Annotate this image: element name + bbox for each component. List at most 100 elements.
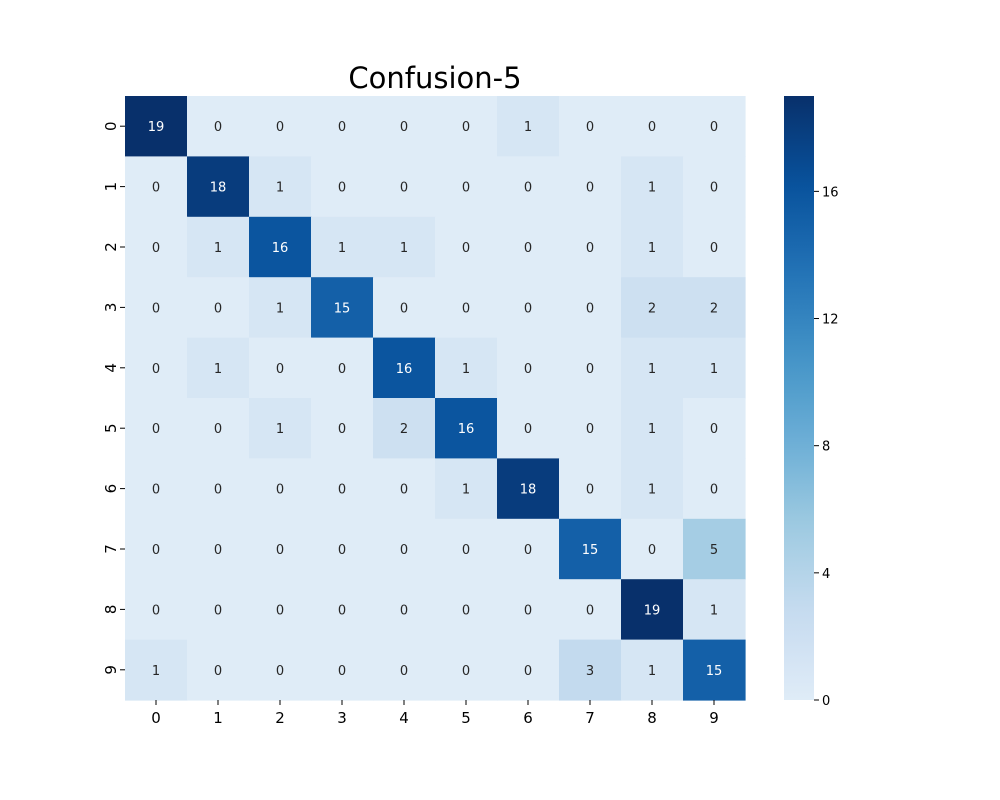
heatmap-cell-2-3 <box>311 216 374 278</box>
cell-value-3-0: 0 <box>152 301 160 316</box>
y-tick-label-2: 2 <box>102 242 120 252</box>
cell-value-1-5: 0 <box>462 181 470 196</box>
cell-value-1-1: 18 <box>210 181 227 196</box>
heatmap-cell-0-1 <box>187 96 250 157</box>
cell-value-7-8: 0 <box>648 543 656 558</box>
cell-value-5-2: 1 <box>276 422 284 437</box>
cell-value-6-5: 1 <box>462 483 470 498</box>
heatmap-cell-4-8 <box>621 337 684 399</box>
cell-value-9-2: 0 <box>276 664 284 679</box>
heatmap-cell-1-0 <box>125 156 188 218</box>
cell-value-0-7: 0 <box>586 120 594 135</box>
cell-value-3-8: 2 <box>648 301 656 316</box>
cell-value-5-0: 0 <box>152 422 160 437</box>
heatmap-cell-2-4 <box>373 216 436 278</box>
cell-value-6-2: 0 <box>276 483 284 498</box>
heatmap-cell-8-0 <box>125 579 188 641</box>
cell-value-9-9: 15 <box>706 664 723 679</box>
x-tick-label-4: 4 <box>399 709 409 727</box>
cell-value-0-2: 0 <box>276 120 284 135</box>
cell-value-6-9: 0 <box>710 483 718 498</box>
cell-value-2-7: 0 <box>586 241 594 256</box>
colorbar-tick-label-12: 12 <box>822 313 839 328</box>
heatmap-cell-5-0 <box>125 398 188 459</box>
heatmap-cell-6-5 <box>435 458 498 520</box>
heatmap-cell-4-0 <box>125 337 188 399</box>
colorbar: 0 4 8 12 16 <box>784 96 839 709</box>
cell-value-9-8: 1 <box>648 664 656 679</box>
heatmap-cell-3-8 <box>621 277 684 339</box>
cell-value-9-4: 0 <box>400 664 408 679</box>
heatmap-cell-1-4 <box>373 156 436 218</box>
y-axis: 0 1 2 3 4 5 6 7 8 9 <box>102 121 125 675</box>
cell-value-3-4: 0 <box>400 301 408 316</box>
cell-value-3-1: 0 <box>214 301 222 316</box>
x-tick-label-9: 9 <box>709 709 719 727</box>
heatmap-cell-3-0 <box>125 277 188 339</box>
heatmap-cell-8-1 <box>187 579 250 641</box>
heatmap-cell-7-3 <box>311 518 374 580</box>
cell-value-6-1: 0 <box>214 483 222 498</box>
heatmap-cell-8-8 <box>621 579 684 641</box>
cell-value-8-0: 0 <box>152 603 160 618</box>
cell-value-4-6: 0 <box>524 362 532 377</box>
cell-value-4-7: 0 <box>586 362 594 377</box>
heatmap-cell-5-1 <box>187 398 250 459</box>
x-tick-label-5: 5 <box>461 709 471 727</box>
heatmap-cell-7-4 <box>373 518 436 580</box>
heatmap-cell-9-8 <box>621 639 684 701</box>
cell-value-2-6: 0 <box>524 241 532 256</box>
heatmap-cell-8-5 <box>435 579 498 641</box>
cell-value-2-0: 0 <box>152 241 160 256</box>
heatmap-cell-9-0 <box>125 639 188 701</box>
colorbar-tick-label-0: 0 <box>822 694 830 709</box>
heatmap-cell-5-6 <box>497 398 560 459</box>
heatmap-cell-6-2 <box>249 458 312 520</box>
heatmap-cell-6-6 <box>497 458 560 520</box>
heatmap-cell-4-1 <box>187 337 250 399</box>
heatmap-cell-4-9 <box>683 337 746 399</box>
heatmap-cell-7-1 <box>187 518 250 580</box>
heatmap-cell-8-2 <box>249 579 312 641</box>
x-tick-label-6: 6 <box>523 709 533 727</box>
heatmap-cell-9-1 <box>187 639 250 701</box>
cell-value-6-6: 18 <box>520 483 537 498</box>
cell-value-4-2: 0 <box>276 362 284 377</box>
heatmap-grid <box>125 96 746 701</box>
heatmap-cell-7-8 <box>621 518 684 580</box>
heatmap-cell-5-9 <box>683 398 746 459</box>
heatmap-cell-2-0 <box>125 216 188 278</box>
cell-value-1-9: 0 <box>710 181 718 196</box>
heatmap-cell-7-6 <box>497 518 560 580</box>
heatmap-cell-3-4 <box>373 277 436 339</box>
heatmap-cell-1-2 <box>249 156 312 218</box>
cell-value-5-3: 0 <box>338 422 346 437</box>
heatmap-cell-2-6 <box>497 216 560 278</box>
heatmap-cell-3-5 <box>435 277 498 339</box>
cell-value-1-8: 1 <box>648 181 656 196</box>
cell-value-1-3: 0 <box>338 181 346 196</box>
cell-value-1-2: 1 <box>276 181 284 196</box>
cell-value-3-9: 2 <box>710 301 718 316</box>
heatmap-cell-9-5 <box>435 639 498 701</box>
heatmap-cell-6-1 <box>187 458 250 520</box>
heatmap-cell-9-6 <box>497 639 560 701</box>
cell-value-2-1: 1 <box>214 241 222 256</box>
cell-value-9-0: 1 <box>152 664 160 679</box>
cell-value-3-3: 15 <box>334 301 351 316</box>
cell-value-2-9: 0 <box>710 241 718 256</box>
colorbar-gradient <box>784 96 814 700</box>
heatmap-cell-1-1 <box>187 156 250 218</box>
cell-value-4-0: 0 <box>152 362 160 377</box>
cell-value-9-3: 0 <box>338 664 346 679</box>
heatmap-cell-2-8 <box>621 216 684 278</box>
cell-value-7-0: 0 <box>152 543 160 558</box>
cell-value-8-3: 0 <box>338 603 346 618</box>
y-tick-label-3: 3 <box>102 303 120 313</box>
cell-value-2-5: 0 <box>462 241 470 256</box>
cell-value-0-8: 0 <box>648 120 656 135</box>
heatmap-cell-3-3 <box>311 277 374 339</box>
heatmap-cell-9-7 <box>559 639 622 701</box>
cell-value-0-9: 0 <box>710 120 718 135</box>
cell-value-5-9: 0 <box>710 422 718 437</box>
